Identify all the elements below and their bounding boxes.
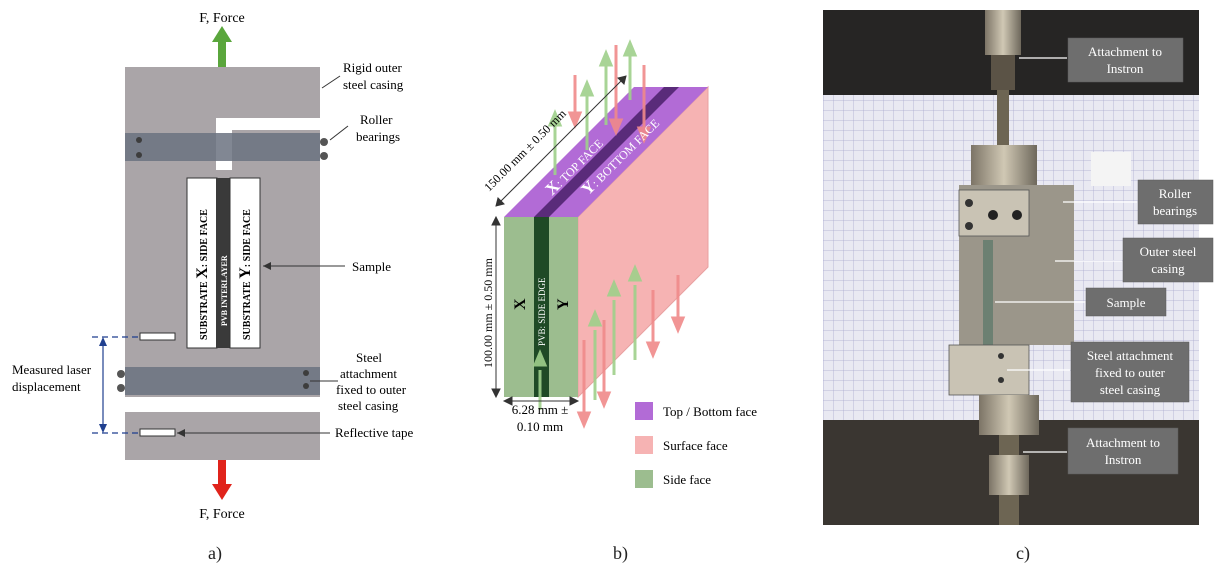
thickness-label-1: 6.28 mm ± — [512, 402, 569, 417]
force-arrow-up — [212, 26, 232, 68]
casing-label-1: Rigid outer — [343, 60, 403, 75]
caption-c: c) — [1016, 543, 1030, 563]
photo-label-attach-bot-2: Instron — [1105, 452, 1142, 467]
reflective-tape-top — [139, 332, 176, 341]
photo-label-roller-1: Roller — [1159, 186, 1192, 201]
tape-label: Reflective tape — [335, 425, 414, 440]
panel-c: Attachment to Instron Roller bearings Ou… — [823, 0, 1219, 569]
thickness-label-2: 0.10 mm — [517, 419, 563, 434]
force-arrow-down — [212, 460, 232, 500]
laser-label-1: Measured laser — [12, 362, 92, 377]
photo-label-steel-3: steel casing — [1100, 382, 1161, 397]
photo-label-attach-top-2: Instron — [1107, 61, 1144, 76]
roller-label-2: bearings — [356, 129, 400, 144]
photo-label-sample: Sample — [1107, 295, 1146, 310]
legend: Top / Bottom face Surface face Side face — [635, 402, 757, 488]
legend-label-side: Side face — [663, 472, 711, 487]
photo-label-casing-2: casing — [1151, 261, 1185, 276]
legend-label-surface: Surface face — [663, 438, 728, 453]
photo-label-steel-1: Steel attachment — [1087, 348, 1174, 363]
force-label-top: F, Force — [199, 11, 245, 26]
height-dimension-label: 100.00 mm ± 0.50 mm — [481, 257, 495, 368]
laser-label-2: displacement — [12, 379, 81, 394]
caption-b: b) — [613, 543, 628, 563]
roller-bearing-band-top — [125, 133, 328, 161]
casing-label-2: steel casing — [343, 77, 404, 92]
legend-swatch-side — [635, 470, 653, 488]
panel-b: X: TOP FACE Y: BOTTOM FACE X Y PVB: SIDE… — [430, 0, 815, 569]
roller-label-1: Roller — [360, 112, 393, 127]
photo-label-casing-1: Outer steel — [1140, 244, 1197, 259]
legend-label-top-bottom: Top / Bottom face — [663, 404, 757, 419]
legend-swatch-top-bottom — [635, 402, 653, 420]
caption-a: a) — [208, 543, 222, 563]
test-rig-schematic: F, Force SUBSTRATE X: SIDE FACE P — [12, 11, 414, 522]
sample-strips: SUBSTRATE X: SIDE FACE PVB INTERLAYER SU… — [186, 177, 261, 349]
test-rig-photo: Attachment to Instron Roller bearings Ou… — [823, 10, 1214, 525]
sample-block-diagram: X: TOP FACE Y: BOTTOM FACE X Y PVB: SIDE… — [481, 39, 757, 488]
photo-label-attach-bot-1: Attachment to — [1086, 435, 1160, 450]
sample-label: Sample — [352, 259, 391, 274]
attach-label-3: fixed to outer — [336, 382, 407, 397]
photo-label-attach-top-1: Attachment to — [1088, 44, 1162, 59]
attach-label-4: steel casing — [338, 398, 399, 413]
laser-displacement-dimension — [92, 336, 138, 434]
side-y-label: Y — [555, 298, 572, 310]
strip-x-label: SUBSTRATE X: SIDE FACE — [194, 209, 211, 340]
legend-swatch-surface — [635, 436, 653, 454]
attach-label-2: attachment — [340, 366, 397, 381]
force-label-bottom: F, Force — [199, 507, 245, 522]
reflective-tape-bottom — [139, 428, 176, 437]
side-pvb-label: PVB: SIDE EDGE — [537, 277, 547, 346]
length-dimension — [495, 75, 627, 207]
strip-y-label: SUBSTRATE Y: SIDE FACE — [237, 209, 254, 340]
strip-pvb-label: PVB INTERLAYER — [220, 255, 229, 326]
photo-label-roller-2: bearings — [1153, 203, 1197, 218]
photo-labels: Attachment to Instron Roller bearings Ou… — [995, 37, 1214, 475]
panel-a: F, Force SUBSTRATE X: SIDE FACE P — [0, 0, 430, 569]
side-x-label: X — [512, 298, 529, 310]
photo-label-steel-2: fixed to outer — [1095, 365, 1166, 380]
attach-label-1: Steel — [356, 350, 382, 365]
thickness-dimension — [502, 396, 580, 406]
height-dimension — [491, 215, 501, 399]
faded-force-arrows — [532, 39, 686, 429]
steel-attachment-band — [117, 367, 320, 395]
